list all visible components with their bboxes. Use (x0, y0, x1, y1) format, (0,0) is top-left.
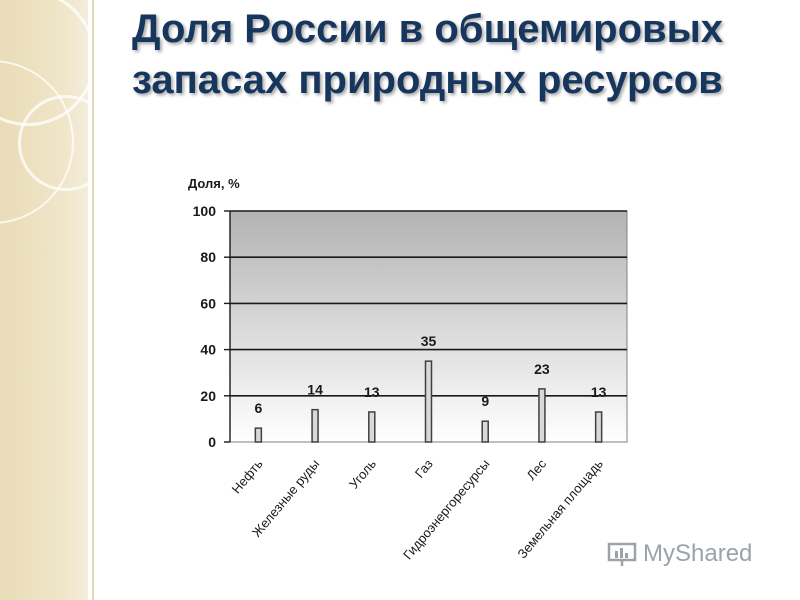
bar (254, 427, 263, 443)
watermark: MyShared (607, 536, 752, 572)
bar (368, 411, 376, 443)
x-tick-label: Уголь (346, 456, 379, 491)
y-tick-label: 20 (200, 388, 216, 404)
bar (424, 360, 433, 443)
slide-title: Доля России в общемировых запасах природ… (132, 7, 724, 102)
y-tick-label: 40 (200, 342, 216, 358)
data-label: 9 (481, 393, 489, 409)
bar (594, 411, 603, 443)
y-tick-label: 0 (208, 434, 216, 450)
x-tick-label: Лес (523, 456, 549, 483)
y-axis: 0 20 40 60 80 100 (193, 203, 231, 450)
y-axis-label: Доля, % (188, 176, 240, 191)
x-tick-label: Газ (412, 456, 436, 480)
bar (538, 388, 546, 443)
data-label: 23 (534, 361, 550, 377)
y-tick-label: 100 (193, 203, 217, 219)
data-label: 6 (254, 400, 262, 416)
decorative-divider (92, 0, 94, 600)
x-tick-label: Нефть (229, 456, 266, 496)
data-label: 35 (421, 333, 437, 349)
data-label: 13 (364, 384, 380, 400)
bar (481, 420, 489, 443)
data-label: 13 (591, 384, 607, 400)
y-tick-label: 80 (200, 249, 216, 265)
watermark-text: MyShared (643, 540, 753, 567)
presentation-icon (607, 542, 637, 566)
data-label: 14 (307, 382, 323, 398)
bars: 6 14 13 35 9 23 13 (254, 333, 607, 443)
decorative-side-band (0, 0, 88, 600)
bar (311, 408, 319, 443)
y-tick-label: 60 (200, 295, 216, 311)
